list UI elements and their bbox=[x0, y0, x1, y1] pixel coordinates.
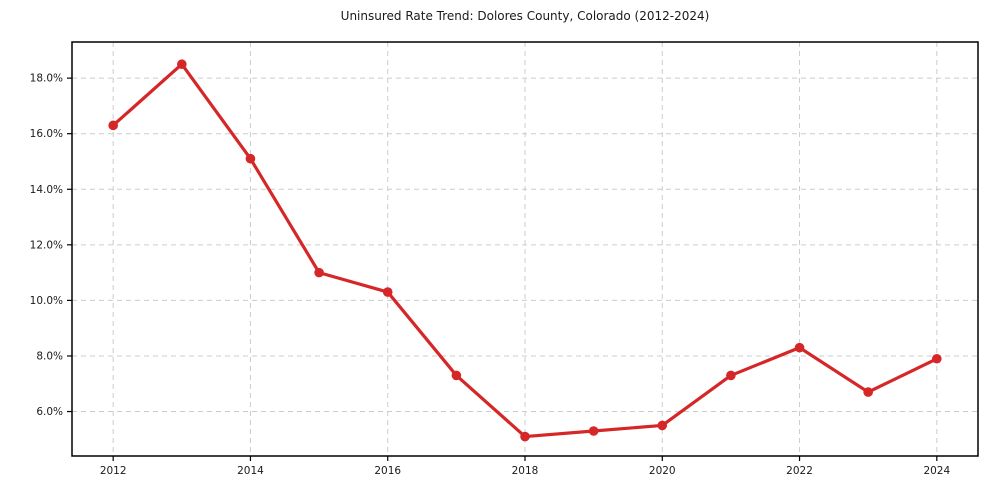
data-point bbox=[588, 426, 599, 436]
axes-spines bbox=[71, 41, 979, 457]
y-tick-label: 6.0% bbox=[36, 406, 63, 418]
y-tick-label: 12.0% bbox=[30, 239, 63, 251]
x-tick-label: 2016 bbox=[374, 465, 401, 477]
y-tick-label: 16.0% bbox=[30, 128, 63, 140]
x-tick-label: 2022 bbox=[786, 465, 813, 477]
data-point bbox=[314, 267, 324, 278]
x-tick-label: 2020 bbox=[649, 465, 676, 477]
data-point bbox=[794, 342, 805, 353]
data-point bbox=[863, 387, 873, 397]
x-tick-label: 2012 bbox=[100, 465, 127, 477]
data-point bbox=[520, 431, 530, 442]
data-point bbox=[657, 420, 668, 431]
data-point bbox=[726, 370, 736, 381]
data-point bbox=[245, 153, 256, 164]
data-point bbox=[451, 370, 462, 381]
data-point bbox=[382, 287, 393, 297]
y-tick-label: 10.0% bbox=[30, 295, 63, 307]
y-tick-label: 14.0% bbox=[30, 184, 63, 196]
data-point bbox=[177, 59, 187, 70]
x-tick-label: 2018 bbox=[512, 465, 539, 477]
y-tick-label: 18.0% bbox=[30, 73, 63, 85]
chart-title: Uninsured Rate Trend: Dolores County, Co… bbox=[340, 9, 710, 23]
y-tick-label: 8.0% bbox=[36, 350, 63, 362]
x-tick-label: 2014 bbox=[237, 465, 264, 477]
data-point bbox=[932, 353, 942, 364]
x-tick-label: 2024 bbox=[923, 465, 950, 477]
data-point bbox=[108, 120, 118, 131]
